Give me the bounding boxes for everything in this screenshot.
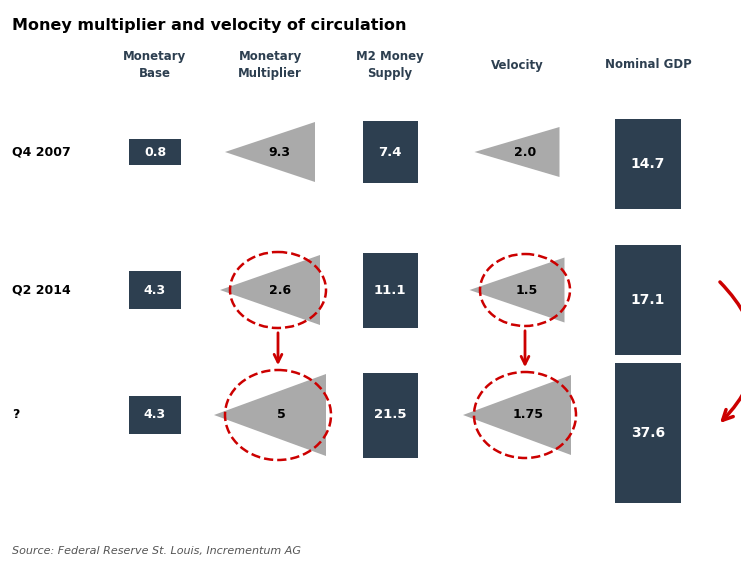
Text: Q2 2014: Q2 2014 (12, 283, 70, 296)
Polygon shape (474, 127, 559, 177)
Text: 1.75: 1.75 (512, 408, 543, 421)
Text: 9.3: 9.3 (268, 145, 290, 158)
Text: 4.3: 4.3 (144, 408, 166, 421)
Bar (615, 245, 681, 355)
Bar (362, 253, 417, 328)
Bar (362, 121, 417, 183)
Text: 7.4: 7.4 (378, 145, 402, 158)
Polygon shape (214, 374, 326, 456)
Text: 1.5: 1.5 (516, 283, 538, 296)
Text: 2.6: 2.6 (269, 283, 291, 296)
Polygon shape (225, 122, 315, 182)
Bar (615, 363, 681, 503)
Text: Nominal GDP: Nominal GDP (605, 59, 691, 72)
Text: 37.6: 37.6 (631, 426, 665, 440)
Text: 5: 5 (277, 408, 285, 421)
Text: Monetary
Multiplier: Monetary Multiplier (238, 50, 302, 80)
Text: Money multiplier and velocity of circulation: Money multiplier and velocity of circula… (12, 18, 407, 33)
Text: 11.1: 11.1 (373, 283, 406, 296)
Text: 14.7: 14.7 (631, 157, 665, 171)
Text: M2 Money
Supply: M2 Money Supply (356, 50, 424, 80)
Bar (129, 271, 181, 309)
Bar (129, 139, 181, 165)
Text: 21.5: 21.5 (373, 408, 406, 421)
Text: Source: Federal Reserve St. Louis, Incrementum AG: Source: Federal Reserve St. Louis, Incre… (12, 546, 301, 556)
Text: 2.0: 2.0 (514, 145, 536, 158)
Text: ?: ? (12, 408, 19, 421)
Text: Monetary
Base: Monetary Base (123, 50, 187, 80)
Polygon shape (463, 375, 571, 455)
Text: Velocity: Velocity (491, 59, 543, 72)
Text: Q4 2007: Q4 2007 (12, 145, 70, 158)
Text: 17.1: 17.1 (631, 293, 665, 307)
Bar (129, 396, 181, 434)
Text: 0.8: 0.8 (144, 145, 166, 158)
Bar (615, 119, 681, 209)
Polygon shape (470, 257, 565, 323)
Bar (362, 373, 417, 457)
Polygon shape (220, 255, 320, 325)
Text: 4.3: 4.3 (144, 283, 166, 296)
